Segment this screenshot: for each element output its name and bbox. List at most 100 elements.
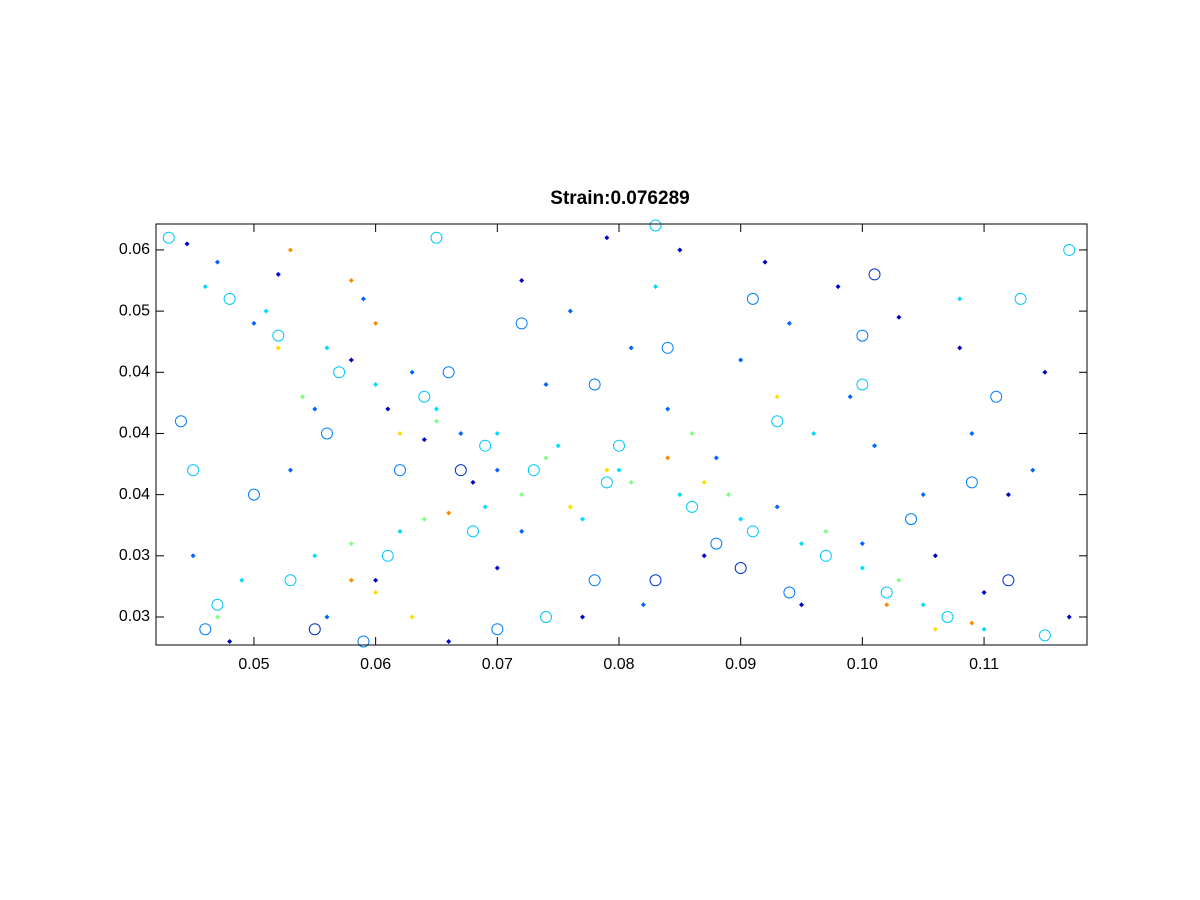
scatter-point <box>373 382 379 388</box>
scatter-point <box>348 278 354 284</box>
scatter-circle <box>771 415 784 428</box>
scatter-point <box>786 320 792 326</box>
scatter-circle <box>442 366 455 379</box>
scatter-point <box>202 284 208 290</box>
scatter-circle <box>868 268 881 281</box>
scatter-circle <box>649 574 662 587</box>
scatter-point <box>920 492 926 498</box>
scatter-point <box>300 394 306 400</box>
scatter-circle <box>539 610 552 623</box>
scatter-circle <box>393 464 406 477</box>
scatter-circle <box>588 574 601 587</box>
scatter-point <box>494 430 500 436</box>
scatter-point <box>348 577 354 583</box>
scatter-circle <box>905 513 918 526</box>
scatter-point <box>957 296 963 302</box>
scatter-point <box>446 510 452 516</box>
y-tick-label: 0.04 <box>119 425 150 442</box>
scatter-circle <box>333 366 346 379</box>
scatter-circle <box>479 439 492 452</box>
scatter-point <box>859 541 865 547</box>
scatter-circle <box>211 598 224 611</box>
scatter-circle <box>491 623 504 636</box>
scatter-point <box>774 504 780 510</box>
scatter-point <box>433 418 439 424</box>
scatter-point <box>677 492 683 498</box>
scatter-circle <box>174 415 187 428</box>
scatter-point <box>969 430 975 436</box>
scatter-circle <box>515 317 528 330</box>
scatter-point <box>981 590 987 596</box>
scatter-circle <box>588 378 601 391</box>
scatter-circle <box>430 231 443 244</box>
scatter-circle <box>247 488 260 501</box>
scatter-circle <box>613 439 626 452</box>
scatter-point <box>1066 614 1072 620</box>
y-tick-label: 0.06 <box>119 241 150 258</box>
scatter-circle <box>308 623 321 636</box>
scatter-circle <box>856 329 869 342</box>
scatter-circle <box>320 427 333 440</box>
scatter-point <box>360 296 366 302</box>
scatter-circle <box>381 549 394 562</box>
scatter-point <box>494 467 500 473</box>
scatter-point <box>409 614 415 620</box>
scatter-point <box>628 479 634 485</box>
scatter-point <box>543 382 549 388</box>
scatter-point <box>957 345 963 351</box>
scatter-point <box>275 271 281 277</box>
scatter-point <box>726 492 732 498</box>
scatter-point <box>859 565 865 571</box>
x-tick-label: 0.05 <box>238 656 269 673</box>
scatter-point <box>1005 492 1011 498</box>
x-tick-label: 0.06 <box>360 656 391 673</box>
scatter-point <box>227 638 233 644</box>
x-tick-label: 0.08 <box>603 656 634 673</box>
plot-area <box>162 219 1076 648</box>
scatter-point <box>239 577 245 583</box>
scatter-point <box>799 602 805 608</box>
scatter-point <box>932 553 938 559</box>
scatter-circle <box>1002 574 1015 587</box>
scatter-point <box>701 479 707 485</box>
scatter-point <box>762 259 768 265</box>
scatter-point <box>287 467 293 473</box>
scatter-point <box>920 602 926 608</box>
scatter-point <box>896 314 902 320</box>
y-tick-label: 0.04 <box>119 364 150 381</box>
scatter-point <box>567 308 573 314</box>
scatter-circle <box>819 549 832 562</box>
scatter-point <box>847 394 853 400</box>
scatter-point <box>872 443 878 449</box>
scatter-point <box>458 430 464 436</box>
scatter-circle <box>746 525 759 538</box>
scatter-point <box>689 430 695 436</box>
x-tick-label: 0.07 <box>482 656 513 673</box>
scatter-point <box>470 479 476 485</box>
scatter-point <box>312 553 318 559</box>
scatter-circle <box>466 525 479 538</box>
scatter-point <box>580 614 586 620</box>
scatter-point <box>348 357 354 363</box>
scatter-point <box>421 437 427 443</box>
scatter-circle <box>1038 629 1051 642</box>
scatter-point <box>397 430 403 436</box>
scatter-circle <box>746 292 759 305</box>
scatter-point <box>896 577 902 583</box>
scatter-circle <box>734 562 747 575</box>
scatter-circle <box>1014 292 1027 305</box>
axes-box <box>155 223 1088 646</box>
scatter-point <box>312 406 318 412</box>
scatter-point <box>446 638 452 644</box>
scatter-point <box>421 516 427 522</box>
scatter-circle <box>649 219 662 232</box>
scatter-point <box>184 241 190 247</box>
scatter-point <box>287 247 293 253</box>
y-tick-label: 0.03 <box>119 608 150 625</box>
scatter-point <box>738 516 744 522</box>
scatter-point <box>677 247 683 253</box>
scatter-point <box>494 565 500 571</box>
scatter-point <box>628 345 634 351</box>
